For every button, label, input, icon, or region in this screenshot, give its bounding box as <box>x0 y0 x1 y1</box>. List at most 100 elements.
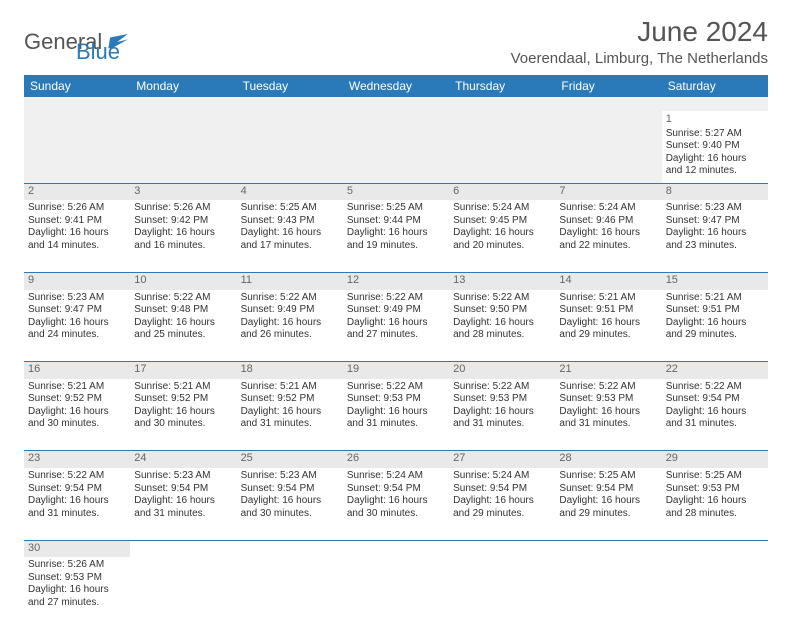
sunrise-line: Sunrise: 5:22 AM <box>347 292 445 305</box>
sunrise-line: Sunrise: 5:23 AM <box>134 470 232 483</box>
weekday-header: Sunday <box>24 75 130 97</box>
day-number-cell <box>555 540 661 557</box>
daylight-line: Daylight: 16 hours and 28 minutes. <box>453 317 551 342</box>
sunrise-line: Sunrise: 5:22 AM <box>666 381 764 394</box>
daylight-line: Daylight: 16 hours and 30 minutes. <box>28 406 126 431</box>
day-number-cell <box>662 540 768 557</box>
day-number-cell: 26 <box>343 451 449 468</box>
daylight-line: Daylight: 16 hours and 27 minutes. <box>347 317 445 342</box>
day-number: 27 <box>453 452 551 466</box>
day-number: 26 <box>347 452 445 466</box>
day-cell <box>343 111 449 183</box>
day-cell: Sunrise: 5:22 AMSunset: 9:53 PMDaylight:… <box>449 379 555 451</box>
day-number-cell: 10 <box>130 272 236 289</box>
day-cell: Sunrise: 5:21 AMSunset: 9:52 PMDaylight:… <box>24 379 130 451</box>
day-number-cell: 29 <box>662 451 768 468</box>
sunset-line: Sunset: 9:54 PM <box>241 483 339 496</box>
sunset-line: Sunset: 9:46 PM <box>559 215 657 228</box>
day-cell: Sunrise: 5:24 AMSunset: 9:54 PMDaylight:… <box>449 468 555 540</box>
day-cell <box>130 111 236 183</box>
day-cell <box>237 111 343 183</box>
spacer-cell <box>343 97 449 111</box>
day-cell: Sunrise: 5:25 AMSunset: 9:54 PMDaylight:… <box>555 468 661 540</box>
day-cell: Sunrise: 5:22 AMSunset: 9:49 PMDaylight:… <box>343 290 449 362</box>
sunset-line: Sunset: 9:51 PM <box>559 304 657 317</box>
sunset-line: Sunset: 9:54 PM <box>28 483 126 496</box>
day-number: 23 <box>28 452 126 466</box>
day-number: 10 <box>134 274 232 288</box>
day-number-cell: 17 <box>130 362 236 379</box>
day-number: 16 <box>28 363 126 377</box>
spacer-cell <box>555 97 661 111</box>
day-number: 30 <box>28 542 126 556</box>
daynum-row: 2345678 <box>24 183 768 200</box>
day-cell: Sunrise: 5:22 AMSunset: 9:50 PMDaylight:… <box>449 290 555 362</box>
sunset-line: Sunset: 9:53 PM <box>347 393 445 406</box>
weekday-header: Monday <box>130 75 236 97</box>
sunset-line: Sunset: 9:49 PM <box>241 304 339 317</box>
day-number-cell: 23 <box>24 451 130 468</box>
sunrise-line: Sunrise: 5:26 AM <box>28 202 126 215</box>
daylight-line: Daylight: 16 hours and 31 minutes. <box>134 495 232 520</box>
daylight-line: Daylight: 16 hours and 17 minutes. <box>241 227 339 252</box>
day-cell: Sunrise: 5:22 AMSunset: 9:54 PMDaylight:… <box>24 468 130 540</box>
day-number: 5 <box>347 185 445 199</box>
sunset-line: Sunset: 9:47 PM <box>666 215 764 228</box>
daylight-line: Daylight: 16 hours and 23 minutes. <box>666 227 764 252</box>
sunrise-line: Sunrise: 5:22 AM <box>241 292 339 305</box>
day-number-cell: 21 <box>555 362 661 379</box>
sunrise-line: Sunrise: 5:21 AM <box>241 381 339 394</box>
day-cell <box>449 557 555 629</box>
sunset-line: Sunset: 9:43 PM <box>241 215 339 228</box>
sunrise-line: Sunrise: 5:27 AM <box>666 128 764 141</box>
day-number-cell: 3 <box>130 183 236 200</box>
day-number-cell: 16 <box>24 362 130 379</box>
day-cell: Sunrise: 5:23 AMSunset: 9:54 PMDaylight:… <box>237 468 343 540</box>
sunrise-line: Sunrise: 5:22 AM <box>453 381 551 394</box>
daylight-line: Daylight: 16 hours and 30 minutes. <box>241 495 339 520</box>
daylight-line: Daylight: 16 hours and 20 minutes. <box>453 227 551 252</box>
spacer-cell <box>662 97 768 111</box>
day-number-cell: 18 <box>237 362 343 379</box>
day-number: 2 <box>28 185 126 199</box>
week-row: Sunrise: 5:26 AMSunset: 9:41 PMDaylight:… <box>24 200 768 272</box>
day-cell <box>237 557 343 629</box>
sunset-line: Sunset: 9:52 PM <box>134 393 232 406</box>
daylight-line: Daylight: 16 hours and 31 minutes. <box>347 406 445 431</box>
day-number: 13 <box>453 274 551 288</box>
day-cell: Sunrise: 5:22 AMSunset: 9:48 PMDaylight:… <box>130 290 236 362</box>
daylight-line: Daylight: 16 hours and 14 minutes. <box>28 227 126 252</box>
sunset-line: Sunset: 9:52 PM <box>28 393 126 406</box>
day-number-cell <box>237 540 343 557</box>
month-title: June 2024 <box>511 16 768 48</box>
sunrise-line: Sunrise: 5:23 AM <box>666 202 764 215</box>
header: GeneralBlue June 2024 Voerendaal, Limbur… <box>24 16 768 67</box>
sunset-line: Sunset: 9:50 PM <box>453 304 551 317</box>
sunrise-line: Sunrise: 5:22 AM <box>453 292 551 305</box>
brand-logo: GeneralBlue <box>24 20 130 64</box>
day-cell: Sunrise: 5:25 AMSunset: 9:53 PMDaylight:… <box>662 468 768 540</box>
day-number-cell: 13 <box>449 272 555 289</box>
day-number: 4 <box>241 185 339 199</box>
day-cell: Sunrise: 5:23 AMSunset: 9:54 PMDaylight:… <box>130 468 236 540</box>
day-number: 17 <box>134 363 232 377</box>
daylight-line: Daylight: 16 hours and 12 minutes. <box>666 153 764 178</box>
sunrise-line: Sunrise: 5:25 AM <box>666 470 764 483</box>
daylight-line: Daylight: 16 hours and 31 minutes. <box>559 406 657 431</box>
day-cell: Sunrise: 5:26 AMSunset: 9:41 PMDaylight:… <box>24 200 130 272</box>
day-number-cell: 25 <box>237 451 343 468</box>
day-cell: Sunrise: 5:24 AMSunset: 9:46 PMDaylight:… <box>555 200 661 272</box>
day-cell: Sunrise: 5:21 AMSunset: 9:52 PMDaylight:… <box>237 379 343 451</box>
day-number-cell: 28 <box>555 451 661 468</box>
sunrise-line: Sunrise: 5:22 AM <box>134 292 232 305</box>
week-row: Sunrise: 5:26 AMSunset: 9:53 PMDaylight:… <box>24 557 768 629</box>
daylight-line: Daylight: 16 hours and 26 minutes. <box>241 317 339 342</box>
sunset-line: Sunset: 9:44 PM <box>347 215 445 228</box>
day-number: 25 <box>241 452 339 466</box>
daylight-line: Daylight: 16 hours and 30 minutes. <box>134 406 232 431</box>
week-row: Sunrise: 5:22 AMSunset: 9:54 PMDaylight:… <box>24 468 768 540</box>
sunset-line: Sunset: 9:45 PM <box>453 215 551 228</box>
day-number-cell: 19 <box>343 362 449 379</box>
location: Voerendaal, Limburg, The Netherlands <box>511 50 768 67</box>
daylight-line: Daylight: 16 hours and 29 minutes. <box>559 317 657 342</box>
